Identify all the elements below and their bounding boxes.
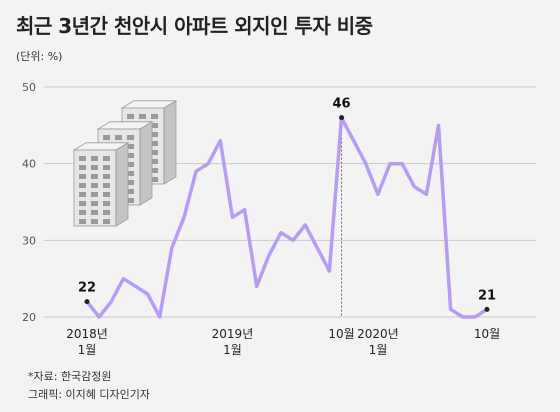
data-point — [461, 315, 465, 319]
building-icon — [72, 142, 130, 227]
data-point — [121, 277, 125, 281]
data-point — [170, 246, 174, 250]
data-point — [97, 315, 101, 319]
data-point — [267, 254, 271, 258]
y-tick-label: 20 — [22, 311, 36, 324]
chart-title: 최근 3년간 천안시 아파트 외지인 투자 비중 — [16, 14, 373, 38]
data-labels: 22 46 21 — [78, 97, 496, 312]
annotated-point — [484, 306, 490, 312]
series-line — [85, 115, 489, 319]
data-point — [364, 162, 368, 166]
data-point — [473, 315, 477, 319]
annotated-point — [84, 299, 90, 305]
unit-label: (단위: %) — [16, 50, 63, 63]
data-point — [218, 139, 222, 143]
data-point — [158, 315, 162, 319]
data-point — [109, 300, 113, 304]
data-point — [182, 215, 186, 219]
data-point — [400, 162, 404, 166]
data-point — [194, 169, 198, 173]
credit-note: 그래픽: 이지혜 디자인기자 — [28, 388, 151, 401]
y-tick-label: 40 — [22, 158, 36, 171]
x-tick-label: 2020년 — [357, 327, 399, 341]
data-point — [133, 284, 137, 288]
data-point — [352, 139, 356, 143]
x-tick-label: 2018년 — [66, 327, 108, 341]
data-point — [327, 269, 331, 273]
data-point — [206, 162, 210, 166]
data-point — [230, 215, 234, 219]
x-tick-label: 10월 — [328, 327, 354, 341]
x-tick-label: 1월 — [78, 343, 97, 357]
data-point — [243, 208, 247, 212]
data-point — [303, 223, 307, 227]
data-point — [291, 238, 295, 242]
data-point — [376, 192, 380, 196]
x-tick-label: 1월 — [223, 343, 242, 357]
x-tick-label: 1월 — [369, 343, 388, 357]
data-point — [449, 307, 453, 311]
data-point — [315, 246, 319, 250]
annotated-point — [339, 115, 345, 121]
data-point — [146, 292, 150, 296]
data-point — [412, 185, 416, 189]
data-point — [279, 231, 283, 235]
data-label: 21 — [478, 288, 496, 303]
data-point — [424, 192, 428, 196]
y-tick-label: 30 — [22, 234, 36, 247]
data-point — [388, 162, 392, 166]
x-tick-label: 10월 — [474, 327, 500, 341]
y-tick-label: 50 — [22, 81, 36, 94]
building-illustration — [72, 100, 178, 227]
source-note: *자료: 한국감정원 — [28, 370, 112, 383]
data-point — [437, 123, 441, 127]
data-point — [255, 284, 259, 288]
data-label: 46 — [332, 97, 350, 112]
y-tick-labels: 20 30 40 50 — [22, 81, 36, 324]
x-tick-label: 2019년 — [212, 327, 254, 341]
data-label: 22 — [78, 281, 96, 296]
